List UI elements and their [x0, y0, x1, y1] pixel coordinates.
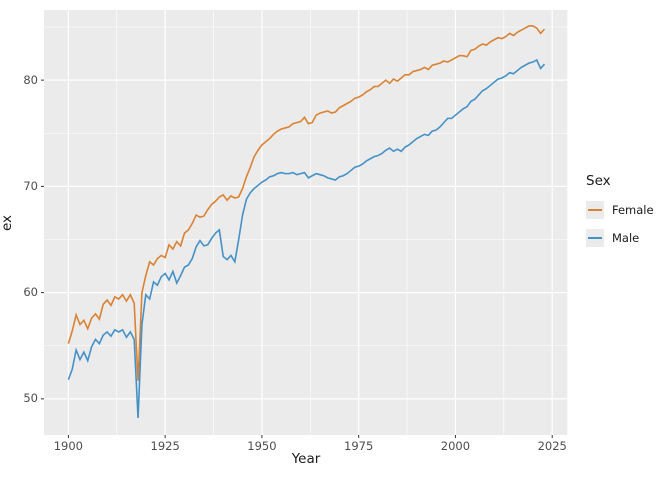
y-tick-label: 80: [23, 72, 38, 87]
x-tick-label: 1925: [150, 439, 180, 453]
y-axis-title: ex: [0, 214, 15, 232]
x-tick-label: 2000: [440, 439, 471, 453]
female-line-key: [586, 201, 604, 219]
male-line-swatch-icon: [588, 237, 602, 239]
plot-panel: [44, 10, 568, 435]
legend-item-label: Male: [612, 231, 640, 245]
y-tick-label: 50: [23, 391, 38, 406]
legend-item-male: Male: [586, 229, 654, 247]
female-line: [67, 25, 546, 381]
legend-title: Sex: [586, 173, 611, 189]
male-line-key: [586, 229, 604, 247]
x-tick-label: 1975: [344, 439, 374, 453]
male-line: [67, 58, 546, 419]
x-tick-label: 1950: [247, 439, 277, 453]
legend-item-label: Female: [612, 203, 654, 217]
female-line-swatch-icon: [588, 209, 602, 211]
y-tick-label: 70: [23, 178, 38, 193]
x-tick-label: 2025: [537, 439, 567, 453]
y-tick-label: 60: [23, 285, 38, 300]
legend: Sex Female Male: [586, 173, 654, 257]
x-axis-title: Year: [291, 451, 321, 467]
x-tick-label: 1900: [53, 439, 84, 453]
legend-item-female: Female: [586, 201, 654, 219]
